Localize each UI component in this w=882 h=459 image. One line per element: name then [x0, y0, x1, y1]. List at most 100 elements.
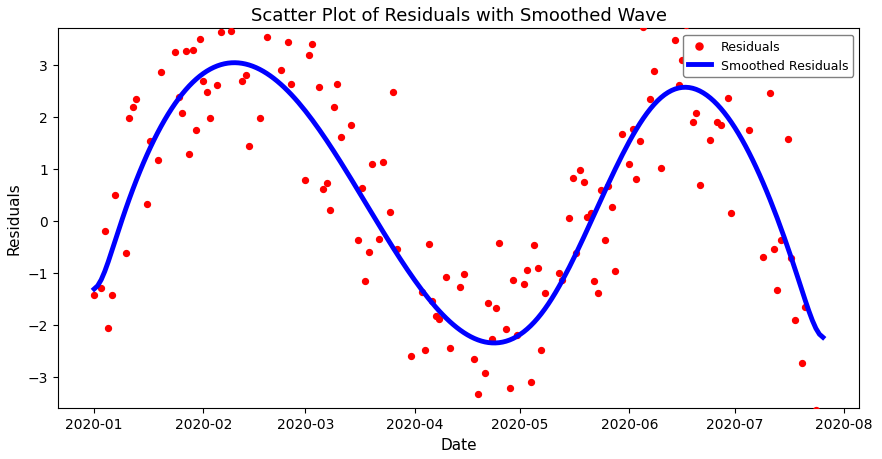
- Residuals: [605, 203, 619, 211]
- Residuals: [87, 291, 101, 299]
- Residuals: [284, 81, 298, 88]
- Residuals: [517, 280, 531, 288]
- Residuals: [671, 82, 685, 90]
- Residuals: [703, 137, 717, 145]
- Residuals: [242, 143, 256, 151]
- Residuals: [168, 49, 183, 56]
- Residuals: [126, 104, 140, 112]
- Residuals: [203, 116, 217, 123]
- Residuals: [108, 192, 123, 199]
- Residuals: [252, 115, 266, 122]
- Residuals: [678, 22, 692, 30]
- Residuals: [323, 207, 337, 214]
- Residuals: [527, 241, 542, 249]
- Residuals: [724, 210, 738, 217]
- Residuals: [280, 39, 295, 46]
- Residuals: [376, 159, 390, 167]
- Residuals: [123, 115, 137, 122]
- Residuals: [738, 69, 752, 77]
- Residuals: [105, 291, 119, 299]
- Residuals: [326, 104, 340, 111]
- Residuals: [570, 250, 584, 257]
- Residuals: [273, 67, 288, 75]
- Residuals: [616, 130, 630, 138]
- Residuals: [584, 209, 598, 217]
- Residuals: [210, 82, 224, 90]
- Residuals: [668, 37, 682, 44]
- Residuals: [598, 237, 612, 244]
- Residuals: [632, 138, 647, 146]
- Residuals: [714, 122, 728, 129]
- Residuals: [235, 78, 249, 85]
- Residuals: [689, 110, 703, 118]
- Residuals: [344, 122, 358, 129]
- Residuals: [710, 119, 724, 126]
- Residuals: [524, 379, 538, 386]
- Residuals: [602, 183, 616, 190]
- Residuals: [443, 345, 457, 352]
- Residuals: [563, 215, 577, 222]
- Residuals: [144, 138, 158, 146]
- Residuals: [362, 249, 376, 257]
- Residuals: [492, 240, 506, 247]
- Residuals: [319, 179, 333, 187]
- Residuals: [165, 7, 179, 14]
- Residuals: [213, 29, 228, 36]
- Residuals: [499, 326, 513, 333]
- Residuals: [259, 34, 273, 42]
- Y-axis label: Residuals: Residuals: [7, 182, 22, 255]
- Residuals: [425, 298, 439, 305]
- Residuals: [330, 81, 344, 88]
- Residuals: [706, 2, 721, 9]
- Residuals: [351, 237, 365, 244]
- Residuals: [809, 407, 823, 414]
- Residuals: [538, 290, 552, 297]
- Residuals: [196, 78, 210, 86]
- Residuals: [193, 37, 207, 44]
- Residuals: [453, 284, 467, 291]
- Residuals: [534, 347, 549, 354]
- Residuals: [316, 186, 330, 193]
- Residuals: [685, 119, 699, 127]
- Residuals: [478, 369, 492, 376]
- Residuals: [566, 175, 580, 183]
- Residuals: [298, 177, 312, 184]
- Residuals: [176, 111, 190, 118]
- Residuals: [101, 325, 116, 332]
- Residuals: [636, 25, 650, 32]
- Residuals: [503, 384, 517, 392]
- Residuals: [355, 185, 369, 192]
- Residuals: [98, 228, 112, 235]
- Residuals: [594, 186, 609, 194]
- Residuals: [220, 0, 235, 7]
- Residuals: [664, 8, 678, 15]
- Residuals: [199, 89, 213, 96]
- Residuals: [386, 90, 400, 97]
- Residuals: [305, 41, 319, 48]
- Residuals: [609, 268, 623, 275]
- Residuals: [383, 209, 397, 217]
- Residuals: [552, 270, 566, 277]
- Residuals: [94, 285, 108, 292]
- Residuals: [186, 47, 200, 55]
- Residuals: [404, 353, 418, 360]
- Residuals: [788, 317, 802, 325]
- Residuals: [365, 161, 379, 168]
- Residuals: [485, 336, 499, 343]
- Residuals: [140, 201, 154, 208]
- Residuals: [643, 96, 657, 104]
- Residuals: [266, 5, 280, 12]
- Residuals: [172, 94, 186, 101]
- Residuals: [784, 254, 798, 262]
- Residuals: [418, 347, 432, 354]
- Residuals: [119, 250, 133, 257]
- Residuals: [763, 90, 777, 97]
- Residuals: [333, 134, 348, 142]
- Residuals: [510, 332, 524, 339]
- Residuals: [629, 176, 643, 183]
- Residuals: [183, 151, 197, 159]
- Residuals: [422, 241, 436, 248]
- Residuals: [489, 305, 503, 312]
- Residuals: [647, 68, 661, 76]
- Residuals: [520, 266, 534, 274]
